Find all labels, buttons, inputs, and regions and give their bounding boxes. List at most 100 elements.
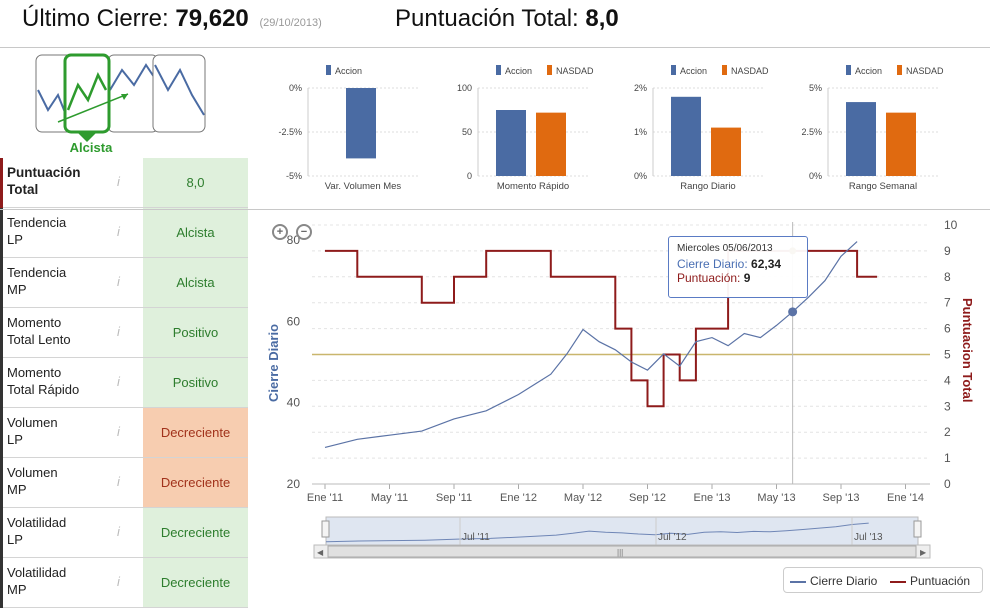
indicator-row: Momento Total Lento i Positivo — [0, 308, 248, 358]
x-tick-label: May '13 — [757, 492, 795, 504]
navigator-left-handle[interactable] — [321, 520, 330, 538]
mini-chart-title: Var. Volumen Mes — [325, 181, 402, 192]
info-icon[interactable]: i — [117, 374, 120, 389]
navigator-tick: Jul '13 — [854, 532, 883, 543]
indicator-value: Positivo — [143, 358, 248, 407]
bar[interactable] — [496, 110, 526, 176]
mini-chart: Accion NASDAD 100 50 0 Momento Rápido — [457, 65, 594, 192]
zoom-in-icon[interactable]: + — [272, 224, 288, 240]
x-tick-label: Ene '12 — [500, 492, 537, 504]
info-icon[interactable]: i — [117, 424, 120, 439]
legend-swatch — [671, 65, 676, 75]
y-right-tick: 4 — [944, 373, 951, 387]
indicator-label: Volumen LP — [0, 408, 143, 458]
navigator-tick: Jul '11 — [462, 532, 490, 543]
legend-swatch — [846, 65, 851, 75]
indicator-value: Decreciente — [143, 558, 248, 607]
legend-puntuacion[interactable]: Puntuación — [890, 574, 970, 588]
bar[interactable] — [536, 112, 566, 176]
legend-label: Accion — [335, 66, 362, 76]
legend-puntuacion-label: Puntuación — [910, 574, 971, 588]
last-close-date: (29/10/2013) — [259, 17, 322, 29]
zoom-out-icon[interactable]: − — [296, 224, 312, 240]
navigator-line — [325, 522, 869, 543]
y-right-tick: 5 — [944, 348, 951, 362]
info-icon[interactable]: i — [117, 224, 120, 239]
trend-thumb-up[interactable] — [63, 53, 111, 134]
indicator-label: Tendencia LP — [0, 208, 143, 258]
legend-cierre[interactable]: Cierre Diario — [790, 574, 877, 588]
info-icon[interactable]: i — [117, 524, 120, 539]
bar[interactable] — [711, 127, 741, 176]
summary-header: Último Cierre: 79,620 (29/10/2013) Puntu… — [0, 0, 990, 48]
scroll-grip-icon: ||| — [617, 548, 623, 557]
y-tick-label: 1% — [634, 127, 647, 137]
chart-legend: Cierre Diario Puntuación — [783, 567, 983, 593]
y-right-tick: 10 — [944, 218, 958, 232]
y-right-label: Puntuacion Total — [960, 298, 975, 402]
legend-swatch — [326, 65, 331, 75]
legend-label: NASDAD — [731, 66, 769, 76]
indicator-row: Volumen MP i Decreciente — [0, 458, 248, 508]
total-score: Puntuación Total: 8,0 — [395, 5, 619, 33]
bar[interactable] — [846, 102, 876, 176]
legend-label: Accion — [505, 66, 532, 76]
bar[interactable] — [346, 88, 376, 159]
indicator-label: Momento Total Lento — [0, 308, 143, 358]
legend-label: Accion — [855, 66, 882, 76]
tooltip-score-label: Puntuación: — [677, 271, 741, 285]
last-close: Último Cierre: 79,620 (29/10/2013) — [22, 5, 322, 33]
legend-swatch — [496, 65, 501, 75]
chart-tooltip: Miercoles 05/06/2013 Cierre Diario: 62,3… — [668, 236, 808, 298]
info-icon[interactable]: i — [117, 274, 120, 289]
y-tick-label: 0% — [809, 171, 822, 181]
y-tick-label: -5% — [286, 171, 302, 181]
y-tick-label: 100 — [457, 83, 472, 93]
bar[interactable] — [886, 112, 916, 176]
scrollbar-thumb[interactable] — [327, 545, 917, 558]
indicator-label: Volumen MP — [0, 458, 143, 508]
indicator-value: Decreciente — [143, 508, 248, 557]
tooltip-score-value: 9 — [743, 271, 751, 285]
y-right-tick: 0 — [944, 477, 951, 491]
indicator-list: Puntuación Total i 8,0 Tendencia LP i Alcista Te… — [0, 158, 248, 608]
indicator-label: Puntuación Total — [0, 158, 143, 208]
scroll-right-icon[interactable]: ▶ — [920, 548, 927, 557]
tooltip-date: Miercoles 05/06/2013 — [677, 243, 773, 254]
tooltip-close-label: Cierre Diario: — [677, 257, 748, 271]
y-tick-label: 2.5% — [801, 127, 822, 137]
scroll-left-icon[interactable]: ◀ — [317, 548, 324, 557]
trend-thumb-flat[interactable] — [152, 54, 206, 133]
y-left-tick: 20 — [287, 477, 301, 491]
x-tick-label: Ene '13 — [694, 492, 731, 504]
y-right-tick: 9 — [944, 244, 951, 258]
legend-label: NASDAD — [906, 66, 944, 76]
total-score-value: 8,0 — [585, 5, 619, 32]
trend-selector: Alcista — [0, 50, 248, 158]
section-divider — [0, 209, 990, 210]
indicator-row: Volatilidad LP i Decreciente — [0, 508, 248, 558]
info-icon[interactable]: i — [117, 174, 120, 189]
info-icon[interactable]: i — [117, 474, 120, 489]
indicator-label: Volatilidad MP — [0, 558, 143, 608]
x-tick-label: Ene '14 — [887, 492, 924, 504]
trend-thumb-side[interactable] — [107, 54, 159, 133]
mini-chart: Accion NASDAD 5% 2.5% 0% Rango Semanal — [801, 65, 944, 192]
legend-swatch — [897, 65, 902, 75]
info-icon[interactable]: i — [117, 324, 120, 339]
x-tick-label: Ene '11 — [307, 492, 343, 504]
y-tick-label: 0% — [289, 83, 302, 93]
mini-chart-title: Rango Diario — [680, 181, 735, 192]
cierre-marker — [788, 307, 798, 317]
legend-cierre-label: Cierre Diario — [810, 574, 878, 588]
legend-swatch — [547, 65, 552, 75]
bar[interactable] — [671, 96, 701, 176]
trend-arrow-icon — [57, 93, 129, 123]
y-tick-label: 50 — [462, 127, 472, 137]
last-close-label: Último Cierre: — [22, 5, 169, 32]
navigator-right-handle[interactable] — [913, 520, 922, 538]
info-icon[interactable]: i — [117, 574, 120, 589]
indicator-row: Tendencia MP i Alcista — [0, 258, 248, 308]
range-navigator[interactable]: Jul '11 Jul '12 Jul '13 — [321, 516, 922, 546]
